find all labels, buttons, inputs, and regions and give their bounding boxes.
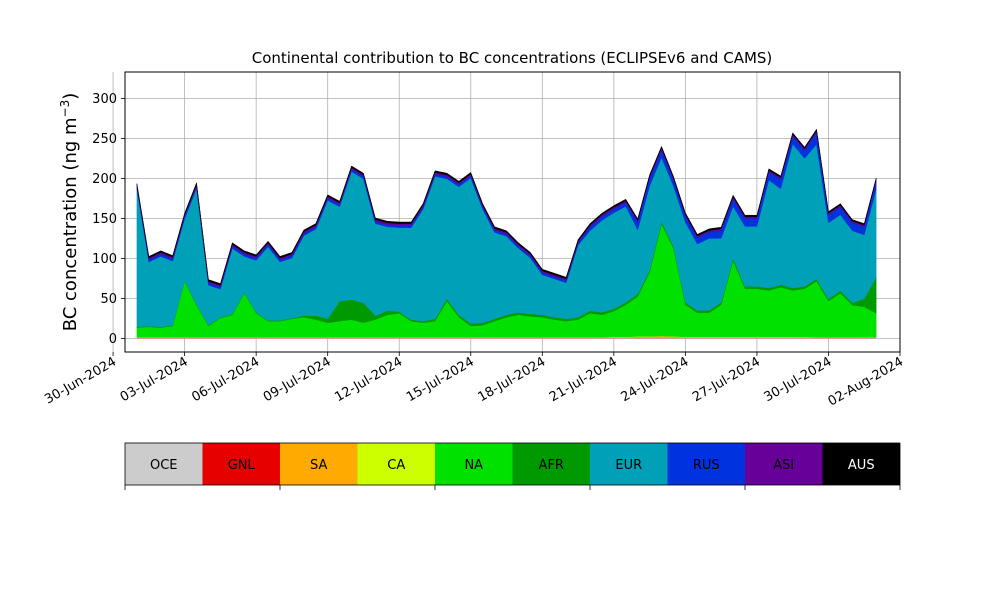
legend-swatch-afr	[512, 443, 590, 485]
y-tick-label: 50	[100, 292, 117, 307]
legend-label-gnl: GNL	[228, 458, 256, 473]
y-axis-label-superscript: −3	[58, 100, 72, 118]
legend-label-aus: AUS	[848, 458, 875, 473]
x-tick-label: 03-Jul-2024	[118, 354, 191, 405]
legend-swatch-aus	[822, 443, 900, 485]
legend-label-ca: CA	[387, 458, 405, 473]
y-tick-label: 200	[92, 172, 117, 187]
legend-label-rus: RUS	[693, 458, 720, 473]
legend-swatch-eur	[590, 443, 668, 485]
x-tick-label: 18-Jul-2024	[475, 354, 548, 405]
legend-label-asi: ASI	[773, 458, 794, 473]
y-tick-label: 150	[92, 212, 117, 227]
x-tick-label: 12-Jul-2024	[332, 354, 405, 405]
chart-title: Continental contribution to BC concentra…	[252, 49, 773, 67]
legend-label-sa: SA	[310, 458, 327, 473]
area-aus	[136, 128, 877, 286]
legend-swatch-sa	[280, 443, 358, 485]
plot-areas	[136, 128, 877, 339]
x-tick-label: 30-Jun-2024	[42, 354, 119, 407]
legend-label-afr: AFR	[539, 458, 564, 473]
y-tick-label: 0	[109, 332, 117, 347]
x-tick-label: 27-Jul-2024	[690, 354, 763, 405]
x-tick-label: 24-Jul-2024	[619, 354, 692, 405]
x-tick-label: 02-Aug-2024	[826, 354, 906, 409]
x-tick-label: 21-Jul-2024	[547, 354, 620, 405]
legend-frame	[124, 442, 901, 486]
x-tick-label: 09-Jul-2024	[261, 354, 334, 405]
y-axis: 0 50 100 150 200 250 300	[92, 92, 125, 347]
legend-swatch-na	[435, 443, 513, 485]
legend-swatch-gnl	[202, 443, 280, 485]
y-tick-label: 300	[92, 92, 117, 107]
plot-frame	[124, 71, 901, 353]
legend-swatch-rus	[667, 443, 745, 485]
x-tick-label: 15-Jul-2024	[404, 354, 477, 405]
y-tick-label: 250	[92, 132, 117, 147]
legend-colorbar: OCE GNL SA CA NA AFR EUR RUS ASI AUS	[124, 442, 901, 490]
x-tick-label: 06-Jul-2024	[189, 354, 262, 405]
y-axis-label: BC concentration (ng m−3)	[58, 93, 81, 332]
legend-label-eur: EUR	[615, 458, 642, 473]
y-axis-label-suffix: )	[60, 93, 81, 100]
legend-swatch-asi	[745, 443, 823, 485]
x-tick-label: 30-Jul-2024	[762, 354, 835, 405]
y-axis-label-main: BC concentration (ng m	[60, 117, 81, 331]
legend-swatch-ca	[357, 443, 435, 485]
legend-swatch-oce	[125, 443, 203, 485]
y-tick-label: 100	[92, 252, 117, 267]
x-axis: 30-Jun-202403-Jul-202406-Jul-202409-Jul-…	[42, 352, 906, 410]
legend-label-oce: OCE	[150, 458, 178, 473]
legend-label-na: NA	[464, 458, 483, 473]
